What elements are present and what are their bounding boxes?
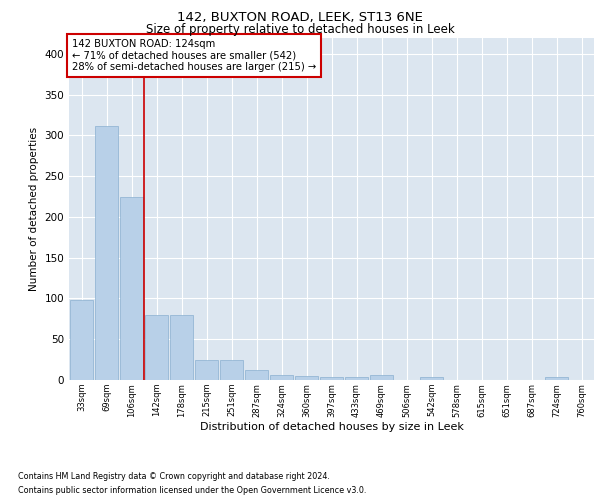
Bar (245, 370, 268, 380)
Bar (345, 376, 368, 380)
Bar (295, 376, 318, 380)
Bar (320, 376, 343, 380)
Text: Contains public sector information licensed under the Open Government Licence v3: Contains public sector information licen… (18, 486, 367, 495)
Bar (95, 126, 118, 380)
Bar (220, 360, 243, 380)
Bar (195, 360, 218, 380)
Y-axis label: Number of detached properties: Number of detached properties (29, 126, 39, 291)
Bar (170, 315, 193, 380)
Bar (120, 198, 143, 380)
X-axis label: Distribution of detached houses by size in Leek: Distribution of detached houses by size … (200, 422, 463, 432)
Bar (70, 300, 93, 380)
Bar (420, 376, 443, 380)
Bar (270, 375, 293, 380)
Text: 142, BUXTON ROAD, LEEK, ST13 6NE: 142, BUXTON ROAD, LEEK, ST13 6NE (177, 12, 423, 24)
Text: 142 BUXTON ROAD: 124sqm
← 71% of detached houses are smaller (542)
28% of semi-d: 142 BUXTON ROAD: 124sqm ← 71% of detache… (71, 39, 316, 72)
Bar (545, 376, 568, 380)
Text: Contains HM Land Registry data © Crown copyright and database right 2024.: Contains HM Land Registry data © Crown c… (18, 472, 330, 481)
Bar (370, 375, 393, 380)
Bar (145, 315, 168, 380)
Text: Size of property relative to detached houses in Leek: Size of property relative to detached ho… (146, 22, 454, 36)
